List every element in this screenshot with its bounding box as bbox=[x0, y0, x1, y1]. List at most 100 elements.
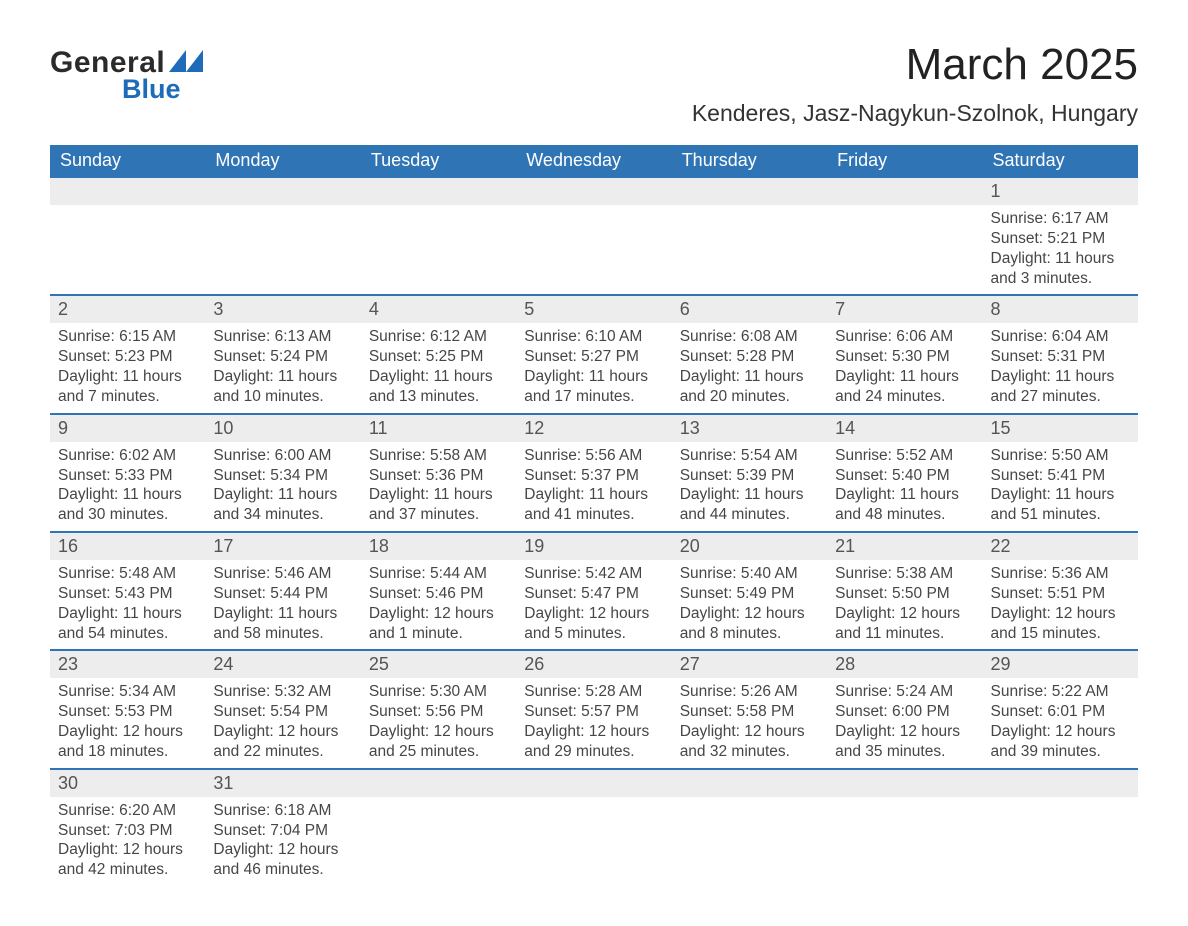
daylight-line2: and 17 minutes. bbox=[524, 387, 663, 407]
calendar-day-cell bbox=[672, 177, 827, 295]
day-number: 4 bbox=[361, 296, 516, 323]
calendar-day-cell bbox=[205, 177, 360, 295]
sunrise-line: Sunrise: 5:34 AM bbox=[58, 682, 197, 702]
day-data: Sunrise: 5:42 AMSunset: 5:47 PMDaylight:… bbox=[516, 560, 671, 649]
sunset-line: Sunset: 5:31 PM bbox=[991, 347, 1130, 367]
sunset-line: Sunset: 5:47 PM bbox=[524, 584, 663, 604]
day-number bbox=[361, 178, 516, 205]
day-number: 6 bbox=[672, 296, 827, 323]
daylight-line1: Daylight: 11 hours bbox=[524, 367, 663, 387]
day-data: Sunrise: 5:26 AMSunset: 5:58 PMDaylight:… bbox=[672, 678, 827, 767]
calendar-day-cell: 17Sunrise: 5:46 AMSunset: 5:44 PMDayligh… bbox=[205, 532, 360, 650]
calendar-day-cell bbox=[361, 177, 516, 295]
day-data: Sunrise: 5:40 AMSunset: 5:49 PMDaylight:… bbox=[672, 560, 827, 649]
sunrise-line: Sunrise: 6:08 AM bbox=[680, 327, 819, 347]
day-data bbox=[983, 797, 1138, 857]
daylight-line2: and 44 minutes. bbox=[680, 505, 819, 525]
day-data bbox=[516, 205, 671, 265]
page-header: General Blue March 2025 Kenderes, Jasz-N… bbox=[50, 40, 1138, 127]
sunrise-line: Sunrise: 6:10 AM bbox=[524, 327, 663, 347]
sunset-line: Sunset: 5:44 PM bbox=[213, 584, 352, 604]
weekday-header: Monday bbox=[205, 145, 360, 177]
calendar-day-cell: 9Sunrise: 6:02 AMSunset: 5:33 PMDaylight… bbox=[50, 414, 205, 532]
daylight-line2: and 3 minutes. bbox=[991, 269, 1130, 289]
daylight-line1: Daylight: 12 hours bbox=[991, 722, 1130, 742]
sunrise-line: Sunrise: 6:02 AM bbox=[58, 446, 197, 466]
daylight-line2: and 5 minutes. bbox=[524, 624, 663, 644]
calendar-day-cell bbox=[50, 177, 205, 295]
day-data bbox=[516, 797, 671, 857]
calendar-day-cell: 31Sunrise: 6:18 AMSunset: 7:04 PMDayligh… bbox=[205, 769, 360, 886]
calendar-day-cell: 15Sunrise: 5:50 AMSunset: 5:41 PMDayligh… bbox=[983, 414, 1138, 532]
day-data: Sunrise: 6:20 AMSunset: 7:03 PMDaylight:… bbox=[50, 797, 205, 886]
daylight-line2: and 39 minutes. bbox=[991, 742, 1130, 762]
day-number bbox=[361, 770, 516, 797]
title-block: March 2025 Kenderes, Jasz-Nagykun-Szolno… bbox=[692, 40, 1138, 127]
calendar-day-cell: 2Sunrise: 6:15 AMSunset: 5:23 PMDaylight… bbox=[50, 295, 205, 413]
calendar-day-cell: 21Sunrise: 5:38 AMSunset: 5:50 PMDayligh… bbox=[827, 532, 982, 650]
weekday-header: Tuesday bbox=[361, 145, 516, 177]
day-number: 2 bbox=[50, 296, 205, 323]
day-number: 28 bbox=[827, 651, 982, 678]
day-number bbox=[516, 178, 671, 205]
daylight-line1: Daylight: 11 hours bbox=[369, 367, 508, 387]
daylight-line1: Daylight: 12 hours bbox=[835, 604, 974, 624]
day-number bbox=[516, 770, 671, 797]
daylight-line1: Daylight: 12 hours bbox=[369, 604, 508, 624]
sunrise-line: Sunrise: 6:00 AM bbox=[213, 446, 352, 466]
day-data: Sunrise: 5:38 AMSunset: 5:50 PMDaylight:… bbox=[827, 560, 982, 649]
sunrise-line: Sunrise: 6:17 AM bbox=[991, 209, 1130, 229]
daylight-line1: Daylight: 11 hours bbox=[835, 485, 974, 505]
daylight-line2: and 34 minutes. bbox=[213, 505, 352, 525]
day-data bbox=[672, 205, 827, 265]
day-number: 15 bbox=[983, 415, 1138, 442]
day-data bbox=[361, 797, 516, 857]
day-number: 16 bbox=[50, 533, 205, 560]
sunrise-line: Sunrise: 5:48 AM bbox=[58, 564, 197, 584]
sunset-line: Sunset: 5:24 PM bbox=[213, 347, 352, 367]
daylight-line2: and 46 minutes. bbox=[213, 860, 352, 880]
day-data bbox=[827, 797, 982, 857]
day-number: 1 bbox=[983, 178, 1138, 205]
weekday-header: Wednesday bbox=[516, 145, 671, 177]
month-title: March 2025 bbox=[692, 40, 1138, 90]
daylight-line2: and 8 minutes. bbox=[680, 624, 819, 644]
daylight-line2: and 42 minutes. bbox=[58, 860, 197, 880]
day-data: Sunrise: 5:56 AMSunset: 5:37 PMDaylight:… bbox=[516, 442, 671, 531]
daylight-line2: and 41 minutes. bbox=[524, 505, 663, 525]
daylight-line1: Daylight: 12 hours bbox=[680, 604, 819, 624]
day-number: 18 bbox=[361, 533, 516, 560]
calendar-day-cell: 3Sunrise: 6:13 AMSunset: 5:24 PMDaylight… bbox=[205, 295, 360, 413]
calendar-week-row: 2Sunrise: 6:15 AMSunset: 5:23 PMDaylight… bbox=[50, 295, 1138, 413]
daylight-line1: Daylight: 12 hours bbox=[835, 722, 974, 742]
sunrise-line: Sunrise: 5:24 AM bbox=[835, 682, 974, 702]
day-number: 23 bbox=[50, 651, 205, 678]
sunset-line: Sunset: 5:23 PM bbox=[58, 347, 197, 367]
daylight-line1: Daylight: 11 hours bbox=[991, 249, 1130, 269]
sunset-line: Sunset: 5:39 PM bbox=[680, 466, 819, 486]
daylight-line1: Daylight: 11 hours bbox=[680, 485, 819, 505]
sunset-line: Sunset: 5:41 PM bbox=[991, 466, 1130, 486]
calendar-day-cell bbox=[361, 769, 516, 886]
day-number: 12 bbox=[516, 415, 671, 442]
sunset-line: Sunset: 5:34 PM bbox=[213, 466, 352, 486]
daylight-line1: Daylight: 12 hours bbox=[680, 722, 819, 742]
weekday-header: Saturday bbox=[983, 145, 1138, 177]
sunset-line: Sunset: 5:46 PM bbox=[369, 584, 508, 604]
sunset-line: Sunset: 5:50 PM bbox=[835, 584, 974, 604]
calendar-day-cell: 27Sunrise: 5:26 AMSunset: 5:58 PMDayligh… bbox=[672, 650, 827, 768]
sunset-line: Sunset: 5:57 PM bbox=[524, 702, 663, 722]
calendar-day-cell: 10Sunrise: 6:00 AMSunset: 5:34 PMDayligh… bbox=[205, 414, 360, 532]
daylight-line2: and 35 minutes. bbox=[835, 742, 974, 762]
calendar-day-cell: 30Sunrise: 6:20 AMSunset: 7:03 PMDayligh… bbox=[50, 769, 205, 886]
sunset-line: Sunset: 5:56 PM bbox=[369, 702, 508, 722]
daylight-line2: and 20 minutes. bbox=[680, 387, 819, 407]
daylight-line2: and 1 minute. bbox=[369, 624, 508, 644]
day-data: Sunrise: 6:04 AMSunset: 5:31 PMDaylight:… bbox=[983, 323, 1138, 412]
daylight-line1: Daylight: 11 hours bbox=[58, 485, 197, 505]
day-data: Sunrise: 6:12 AMSunset: 5:25 PMDaylight:… bbox=[361, 323, 516, 412]
day-data: Sunrise: 6:10 AMSunset: 5:27 PMDaylight:… bbox=[516, 323, 671, 412]
calendar-day-cell bbox=[516, 177, 671, 295]
daylight-line2: and 58 minutes. bbox=[213, 624, 352, 644]
sunrise-line: Sunrise: 5:42 AM bbox=[524, 564, 663, 584]
